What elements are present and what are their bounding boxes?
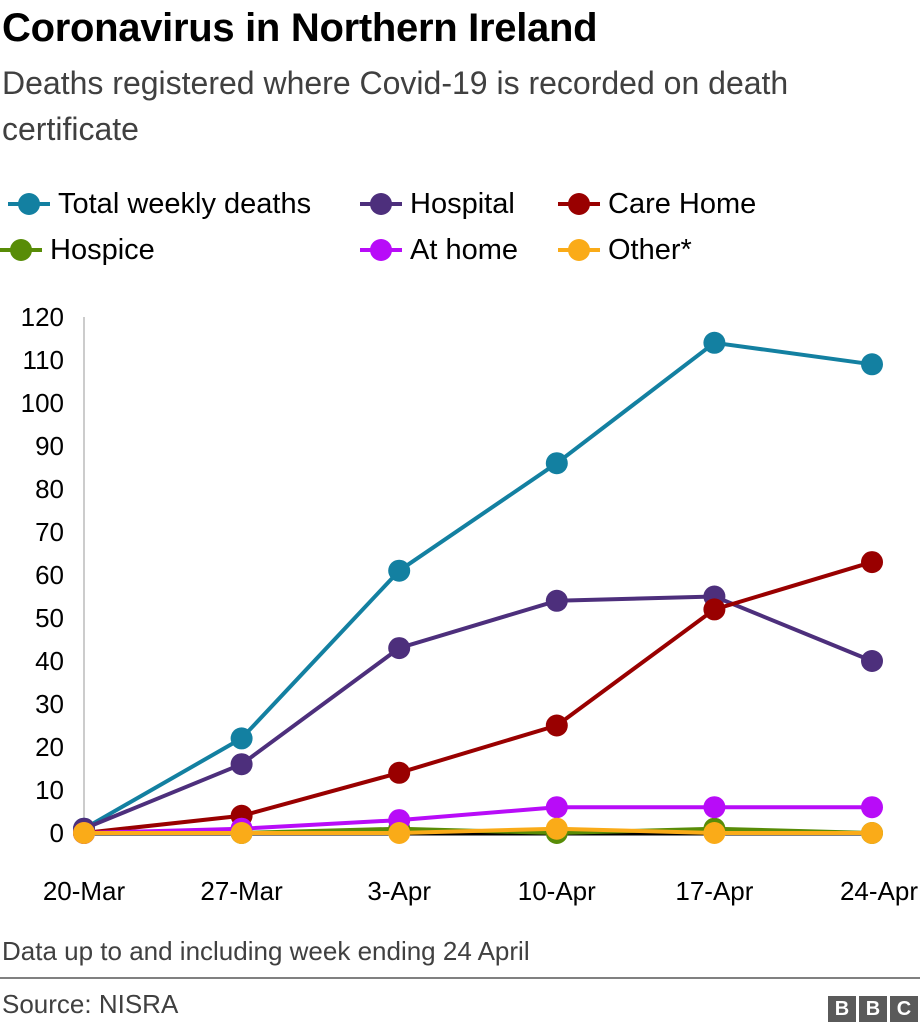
legend-marker-icon: [8, 193, 50, 215]
data-point: [73, 822, 95, 844]
legend-marker-icon: [558, 239, 600, 261]
series-line: [83, 560, 873, 835]
x-tick-label: 20-Mar: [43, 876, 126, 906]
legend-label: Total weekly deaths: [58, 187, 312, 220]
legend-label: Hospice: [50, 233, 155, 266]
y-tick-label: 0: [50, 818, 64, 848]
data-point: [703, 598, 726, 621]
data-point: [545, 714, 568, 737]
series-care-home: [73, 551, 883, 844]
data-point: [545, 589, 568, 612]
y-tick-label: 50: [35, 603, 64, 633]
y-tick-label: 40: [35, 646, 64, 676]
series-line: [83, 594, 873, 831]
data-point: [545, 796, 568, 819]
x-tick-label: 10-Apr: [518, 876, 596, 906]
x-tick-label: 3-Apr: [367, 876, 431, 906]
data-point: [230, 753, 253, 776]
data-point: [388, 761, 411, 784]
legend-marker-icon: [558, 193, 600, 215]
y-tick-label: 70: [35, 517, 64, 547]
legend-marker-icon: [360, 193, 402, 215]
source-label: Source: NISRA: [2, 989, 179, 1019]
chart-subtitle: Deaths registered where Covid-19 is reco…: [2, 65, 789, 147]
data-point: [861, 353, 883, 376]
x-axis: 20-Mar 27-Mar 3-Apr 10-Apr 17-Apr 24-Apr: [43, 832, 918, 906]
legend: Total weekly deaths Hospital Care Home H…: [0, 184, 900, 276]
y-tick-label: 20: [35, 732, 64, 762]
data-point: [703, 331, 726, 354]
legend-label: Other*: [608, 233, 692, 266]
data-point: [230, 727, 253, 750]
bbc-logo-letter: C: [890, 996, 918, 1022]
y-tick-label: 120: [21, 302, 64, 332]
y-tick-label: 90: [35, 431, 64, 461]
data-point: [703, 822, 726, 844]
legend-item-at-home: At home: [360, 230, 518, 270]
legend-label: At home: [410, 233, 518, 266]
bbc-logo-letter: B: [859, 996, 887, 1022]
x-tick-label: 17-Apr: [675, 876, 753, 906]
series-layer: [73, 331, 883, 844]
legend-item-other: Other*: [558, 230, 692, 270]
series-other: [73, 817, 883, 844]
data-point: [388, 559, 411, 582]
chart-title: Coronavirus in Northern Ireland: [2, 6, 598, 50]
y-tick-label: 30: [35, 689, 64, 719]
data-point: [861, 822, 883, 844]
legend-label: Hospital: [410, 187, 515, 220]
legend-item-hospital: Hospital: [360, 184, 515, 224]
data-point: [388, 822, 411, 844]
legend-marker-icon: [360, 239, 402, 261]
y-tick-label: 10: [35, 775, 64, 805]
line-chart: 0 10 20 30 40 50 60 70 80 90 100 110 120 20-Mar 27-Ma…: [21, 302, 919, 906]
bbc-logo: B B C: [828, 996, 918, 1022]
data-point: [861, 551, 883, 574]
bbc-logo-letter: B: [828, 996, 856, 1022]
y-axis: 0 10 20 30 40 50 60 70 80 90 100 110 120: [21, 302, 85, 848]
data-point: [861, 650, 883, 672]
footer-divider: [0, 977, 920, 979]
y-tick-label: 60: [35, 560, 64, 590]
y-tick-label: 80: [35, 474, 64, 504]
series-total-weekly-deaths: [73, 331, 883, 840]
y-tick-label: 110: [23, 345, 64, 375]
series-hospital: [73, 585, 883, 840]
data-point: [703, 796, 726, 819]
data-point: [388, 637, 411, 660]
legend-item-total: Total weekly deaths: [8, 184, 311, 224]
footnote: Data up to and including week ending 24 …: [2, 936, 530, 966]
x-tick-label: 24-Apr: [840, 876, 918, 906]
series-line: [83, 805, 872, 835]
legend-label: Care Home: [608, 187, 757, 220]
legend-item-hospice: Hospice: [0, 230, 155, 270]
y-tick-label: 100: [21, 388, 64, 418]
legend-marker-icon: [0, 239, 42, 261]
data-point: [861, 796, 883, 819]
series-line: [83, 340, 873, 831]
data-point: [230, 822, 253, 844]
data-point: [545, 817, 568, 840]
x-tick-label: 27-Mar: [200, 876, 283, 906]
legend-item-care-home: Care Home: [558, 184, 756, 224]
data-point: [545, 452, 568, 475]
series-line: [84, 826, 872, 835]
